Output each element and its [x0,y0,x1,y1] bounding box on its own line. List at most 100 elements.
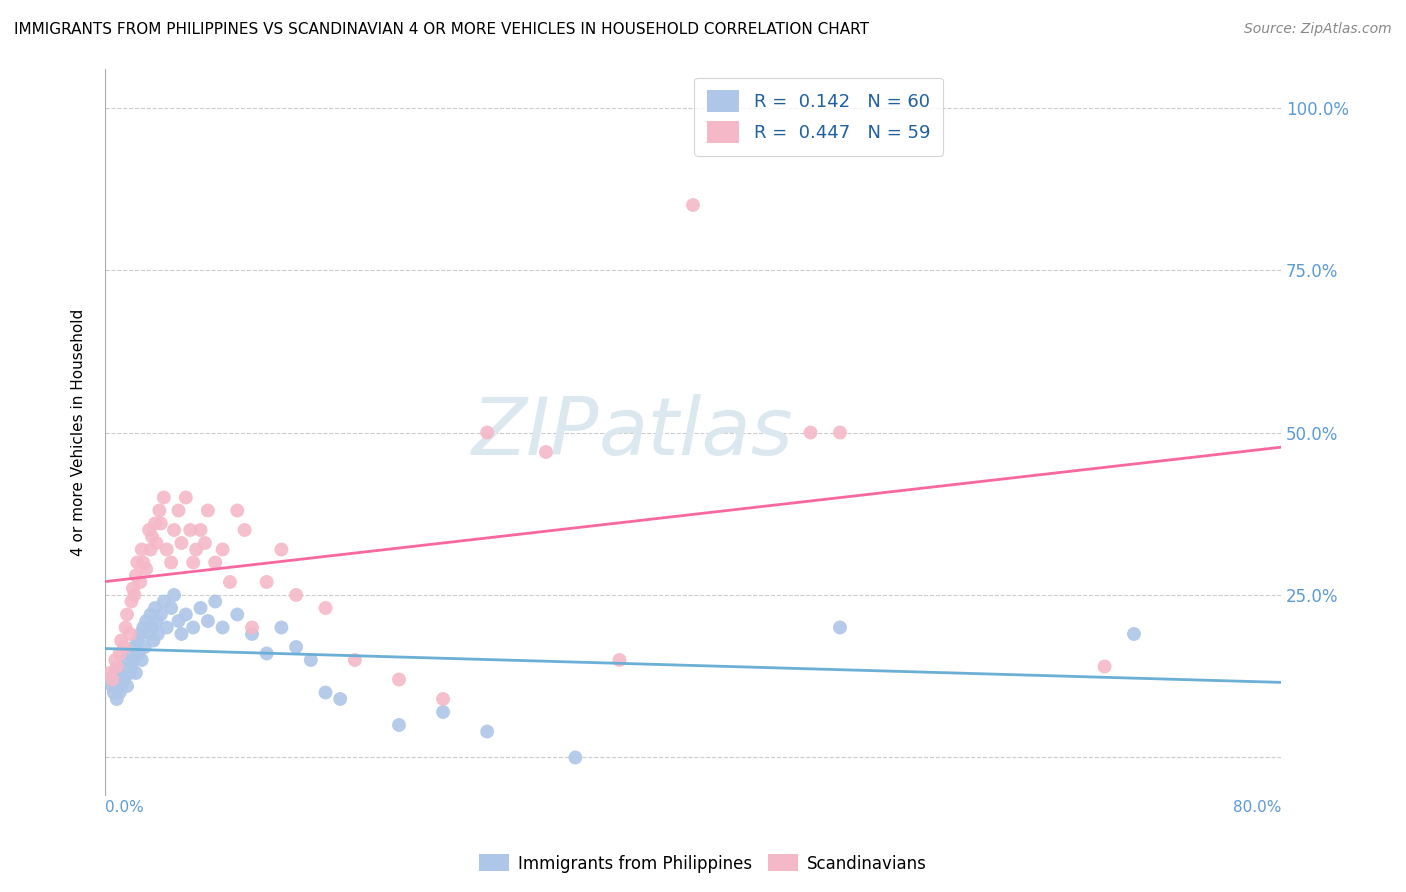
Point [388,718,411,732]
Point [329,692,352,706]
Point [104,653,127,667]
Point [204,556,226,570]
Point [112,640,135,654]
Point [194,536,217,550]
Point [170,627,193,641]
Point [152,491,174,505]
Y-axis label: 4 or more Vehicles in Household: 4 or more Vehicles in Household [72,309,86,556]
Point [110,633,132,648]
Point [108,685,131,699]
Point [477,425,499,440]
Point [145,614,167,628]
Point [143,516,166,531]
Point [432,692,454,706]
Point [138,627,160,641]
Point [146,627,169,641]
Point [131,653,153,667]
Point [163,588,186,602]
Point [120,594,142,608]
Point [270,542,292,557]
Point [1094,659,1116,673]
Point [174,607,197,622]
Point [240,620,263,634]
Point [132,620,155,634]
Point [564,750,586,764]
Point [141,620,163,634]
Point [111,665,134,680]
Point [135,562,157,576]
Point [134,640,156,654]
Point [181,620,204,634]
Point [149,516,172,531]
Point [609,653,631,667]
Legend: R =  0.142   N = 60, R =  0.447   N = 59: R = 0.142 N = 60, R = 0.447 N = 59 [695,78,942,156]
Point [477,724,499,739]
Point [139,542,162,557]
Text: IMMIGRANTS FROM PHILIPPINES VS SCANDINAVIAN 4 OR MORE VEHICLES IN HOUSEHOLD CORR: IMMIGRANTS FROM PHILIPPINES VS SCANDINAV… [14,22,869,37]
Point [174,491,197,505]
Point [314,601,336,615]
Point [160,556,183,570]
Point [141,529,163,543]
Point [101,673,124,687]
Point [114,620,136,634]
Point [256,647,278,661]
Point [190,523,212,537]
Point [104,665,127,680]
Point [256,574,278,589]
Point [314,685,336,699]
Point [197,503,219,517]
Point [179,523,201,537]
Point [138,523,160,537]
Point [163,523,186,537]
Point [129,574,152,589]
Point [125,568,148,582]
Point [120,659,142,673]
Point [148,503,170,517]
Point [129,627,152,641]
Point [108,647,131,661]
Point [107,673,129,687]
Point [219,574,242,589]
Point [197,614,219,628]
Point [226,607,249,622]
Point [152,594,174,608]
Point [105,692,128,706]
Point [160,601,183,615]
Text: 80.0%: 80.0% [1233,800,1281,814]
Point [115,607,138,622]
Point [145,536,167,550]
Point [105,659,128,673]
Point [122,653,145,667]
Point [101,679,124,693]
Point [127,556,149,570]
Point [117,647,139,661]
Point [139,607,162,622]
Point [118,627,141,641]
Point [800,425,823,440]
Point [127,633,149,648]
Point [156,542,179,557]
Point [167,614,190,628]
Point [270,620,292,634]
Point [211,620,233,634]
Text: Source: ZipAtlas.com: Source: ZipAtlas.com [1244,22,1392,37]
Point [118,665,141,680]
Point [299,653,322,667]
Point [285,640,308,654]
Point [184,542,207,557]
Text: 0.0%: 0.0% [105,800,143,814]
Point [285,588,308,602]
Point [132,556,155,570]
Point [233,523,256,537]
Point [108,659,131,673]
Point [122,582,145,596]
Point [343,653,366,667]
Point [115,679,138,693]
Point [170,536,193,550]
Point [204,594,226,608]
Point [211,542,233,557]
Point [226,503,249,517]
Point [103,685,125,699]
Point [167,503,190,517]
